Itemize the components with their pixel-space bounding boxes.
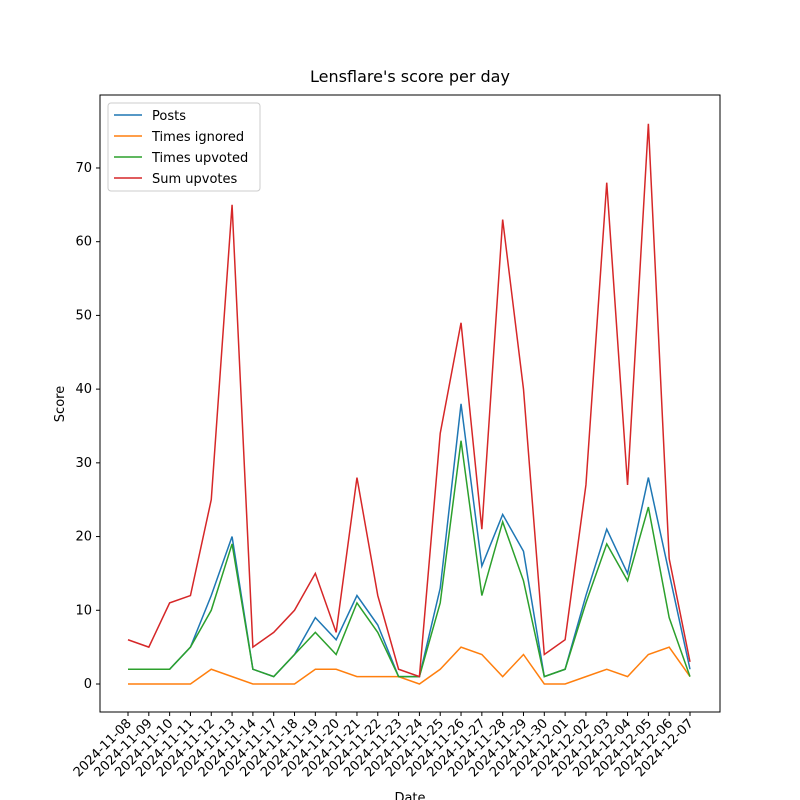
y-tick-label: 40 — [75, 382, 92, 397]
x-axis-label: Date — [394, 791, 425, 800]
y-tick-label: 10 — [75, 603, 92, 618]
y-tick-label: 50 — [75, 308, 92, 323]
legend-label: Times ignored — [151, 130, 244, 145]
legend-box — [107, 102, 261, 192]
y-axis-label: Score — [53, 386, 68, 422]
y-tick-label: 30 — [75, 456, 92, 471]
line-series — [128, 440, 691, 678]
y-tick-label: 60 — [75, 235, 92, 250]
line-series — [128, 646, 691, 685]
line-series — [128, 403, 691, 678]
y-tick-label: 0 — [84, 677, 92, 692]
y-tick-label: 70 — [75, 161, 92, 176]
plot-frame — [99, 94, 721, 713]
y-tick-label: 20 — [75, 530, 92, 545]
legend-label: Sum upvotes — [152, 172, 238, 187]
legend-label: Times upvoted — [151, 151, 248, 166]
legend-label: Posts — [152, 109, 186, 124]
line-series — [127, 123, 691, 678]
chart-title: Lensflare's score per day — [310, 67, 510, 86]
